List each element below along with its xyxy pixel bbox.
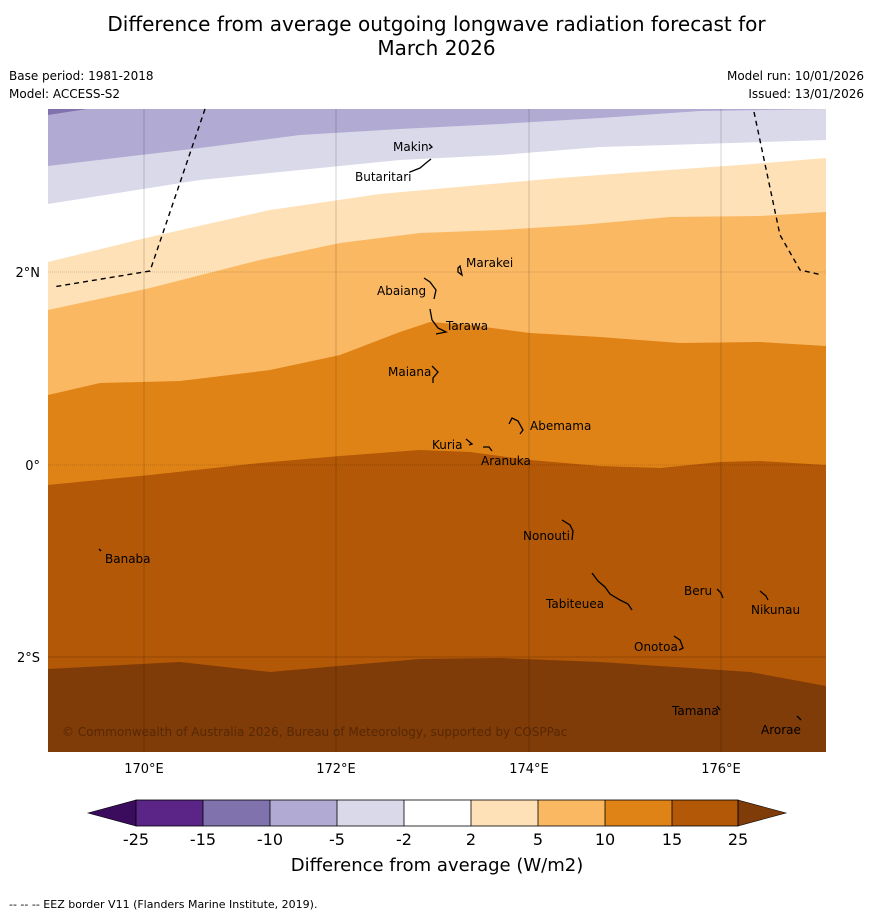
lat-label-2s: 2°S xyxy=(17,651,40,666)
island-kuria xyxy=(465,438,474,446)
label-abaiang: Abaiang xyxy=(377,284,426,298)
label-marakei: Marakei xyxy=(466,256,513,270)
colorbar-swatch-5 xyxy=(404,800,471,826)
copyright-notice: © Commonwealth of Australia 2026, Bureau… xyxy=(62,725,567,739)
island-tabiteuea xyxy=(591,572,633,611)
lat-label-eq: 0° xyxy=(25,459,40,474)
colorbar-tick: -2 xyxy=(396,830,412,849)
issued-date: Issued: 13/01/2026 xyxy=(748,87,864,101)
colorbar-swatch-8 xyxy=(605,800,672,826)
label-banaba: Banaba xyxy=(105,552,151,566)
meta-right: Model run: 10/01/2026 Issued: 13/01/2026 xyxy=(727,67,864,103)
colorbar-tick: -25 xyxy=(123,830,149,849)
eez-border-east xyxy=(753,111,823,276)
colorbar-tick: 25 xyxy=(728,830,748,849)
colorbar-swatch-4 xyxy=(337,800,404,826)
map-svg: Makin Butaritari Marakei Abaiang Tarawa … xyxy=(16,108,826,876)
band-neg10-neg5 xyxy=(48,109,826,166)
label-tamana: Tamana xyxy=(671,704,719,718)
label-kuria: Kuria xyxy=(432,438,463,452)
label-butaritari: Butaritari xyxy=(355,170,412,184)
colorbar-swatch-9 xyxy=(672,800,738,826)
island-marakei xyxy=(457,264,464,277)
colorbar-swatch-3 xyxy=(270,800,337,826)
meta-left: Base period: 1981-2018 Model: ACCESS-S2 xyxy=(9,67,154,103)
island-tarawa xyxy=(429,308,448,335)
island-onotoa xyxy=(673,635,684,651)
label-tabiteuea: Tabiteuea xyxy=(545,597,604,611)
label-nikunau: Nikunau xyxy=(751,603,800,617)
eez-border xyxy=(52,108,823,288)
contour-bands xyxy=(48,109,826,752)
island-nonouti xyxy=(561,519,574,541)
title-line-1: Difference from average outgoing longwav… xyxy=(107,12,766,36)
lon-label-176: 176°E xyxy=(701,762,741,777)
lon-label-174: 174°E xyxy=(509,762,549,777)
colorbar-extend-max xyxy=(737,799,788,827)
place-labels: Makin Butaritari Marakei Abaiang Tarawa … xyxy=(105,140,801,737)
island-abemama xyxy=(508,417,524,435)
island-abaiang xyxy=(423,277,437,300)
colorbar-tick: -5 xyxy=(329,830,345,849)
axis-labels: 2°N 0° 2°S 170°E 172°E 174°E 176°E xyxy=(16,266,741,777)
label-tarawa: Tarawa xyxy=(445,319,488,333)
label-abemama: Abemama xyxy=(530,419,591,433)
title-line-2: March 2026 xyxy=(377,36,496,60)
island-makin xyxy=(428,143,434,150)
colorbar-outline xyxy=(135,799,739,827)
graticule xyxy=(48,109,826,752)
chart-title: Difference from average outgoing longwav… xyxy=(0,12,873,60)
colorbar-tick: 15 xyxy=(662,830,682,849)
label-maiana: Maiana xyxy=(388,365,431,379)
island-beru xyxy=(716,588,724,599)
label-aranuka: Aranuka xyxy=(481,454,531,468)
colorbar-tick: 2 xyxy=(466,830,476,849)
model-run: Model run: 10/01/2026 xyxy=(726,69,864,83)
colorbar-swatch-6 xyxy=(471,800,538,826)
label-makin: Makin xyxy=(393,140,429,154)
colorbar-swatch-7 xyxy=(538,800,605,826)
label-onotoa: Onotoa xyxy=(634,640,678,654)
island-nikunau xyxy=(759,590,769,601)
island-butaritari xyxy=(409,158,432,173)
model-name: Model: ACCESS-S2 xyxy=(9,87,121,101)
island-aranuka xyxy=(483,446,493,452)
lat-label-2n: 2°N xyxy=(16,266,41,281)
label-nonouti: Nonouti xyxy=(523,529,570,543)
colorbar-dividers xyxy=(202,800,673,826)
colorbar-swatch-2 xyxy=(203,800,270,826)
colorbar-swatch-1 xyxy=(136,800,203,826)
colorbar-tick: -15 xyxy=(190,830,216,849)
colorbar-tick: 5 xyxy=(533,830,543,849)
colorbar-label: Difference from average (W/m2) xyxy=(291,855,583,876)
base-period: Base period: 1981-2018 xyxy=(9,69,154,83)
label-arorae: Arorae xyxy=(761,723,801,737)
colorbar-tick: 10 xyxy=(595,830,615,849)
label-beru: Beru xyxy=(684,584,712,598)
colorbar-tick: -10 xyxy=(257,830,283,849)
colorbar: -25 -15 -10 -5 -2 2 5 10 15 25 Differenc… xyxy=(86,799,788,876)
colorbar-ticks: -25 -15 -10 -5 -2 2 5 10 15 25 xyxy=(123,830,748,849)
eez-border-west xyxy=(52,108,206,288)
lon-label-172: 172°E xyxy=(316,762,356,777)
eez-footnote: -- -- -- EEZ border V11 (Flanders Marine… xyxy=(9,898,318,911)
colorbar-extend-min xyxy=(86,799,137,827)
island-maiana xyxy=(431,365,439,383)
island-banaba xyxy=(98,548,102,552)
islands xyxy=(98,143,802,721)
lon-label-170: 170°E xyxy=(124,762,164,777)
band-above-25 xyxy=(48,658,826,752)
island-arorae xyxy=(796,715,802,721)
island-tamana xyxy=(716,705,721,711)
band-neg15-neg10 xyxy=(48,109,87,115)
